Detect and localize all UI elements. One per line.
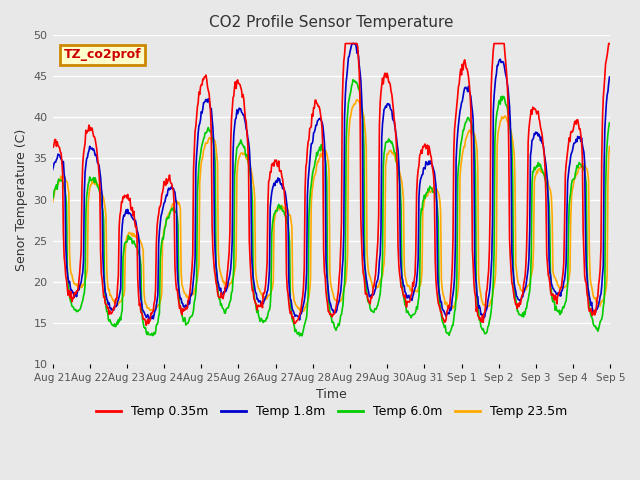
Text: TZ_co2prof: TZ_co2prof bbox=[64, 48, 141, 61]
Title: CO2 Profile Sensor Temperature: CO2 Profile Sensor Temperature bbox=[209, 15, 454, 30]
Legend: Temp 0.35m, Temp 1.8m, Temp 6.0m, Temp 23.5m: Temp 0.35m, Temp 1.8m, Temp 6.0m, Temp 2… bbox=[91, 400, 572, 423]
Y-axis label: Senor Temperature (C): Senor Temperature (C) bbox=[15, 129, 28, 271]
X-axis label: Time: Time bbox=[316, 388, 347, 401]
